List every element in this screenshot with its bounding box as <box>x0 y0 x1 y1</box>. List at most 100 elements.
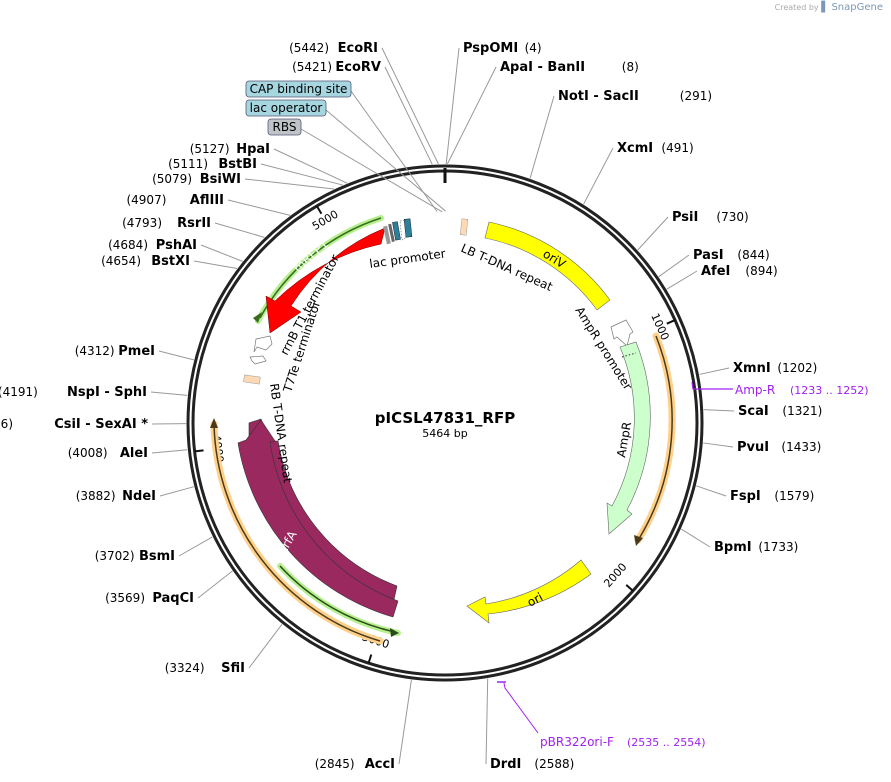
site-leader-line <box>260 163 343 186</box>
site-nspi[interactable]: NspI - SphI (4191) <box>0 385 188 400</box>
site-name: AfeI <box>701 264 730 279</box>
site-name: BstXI <box>151 254 190 269</box>
site-leader-line <box>529 95 555 179</box>
site-leader-line <box>159 486 195 497</box>
boxed-label-cap-binding-site[interactable]: CAP binding site <box>245 80 438 212</box>
rb-tdna-repeat-block[interactable] <box>243 374 261 385</box>
rrnb-terminator-block[interactable] <box>253 335 273 353</box>
site-psii[interactable]: PsiI (730) <box>637 210 749 251</box>
site-position: (3702) <box>95 549 135 563</box>
site-leader-line <box>583 147 614 205</box>
lac-promoter-block[interactable] <box>403 218 413 238</box>
site-position: (4793) <box>122 216 162 230</box>
site-position: (1321) <box>782 404 822 418</box>
site-bsiwi[interactable]: BsiWI (5079) <box>152 172 335 190</box>
site-apai[interactable]: ApaI - BanII (8) <box>446 60 639 165</box>
site-leader-line <box>227 199 291 216</box>
site-drdi[interactable]: DrdI (2588) <box>485 678 574 772</box>
site-sfii[interactable]: SfiI (3324) <box>165 623 283 676</box>
feature-ori[interactable] <box>466 559 592 624</box>
site-acci[interactable]: AccI (2845) <box>315 679 412 772</box>
site-position: (4008) <box>68 446 108 460</box>
site-bstxi[interactable]: BstXI (4654) <box>101 254 238 269</box>
site-pspomi[interactable]: PspOMI (4) <box>445 41 542 165</box>
primer-ampr-name: Amp-R <box>735 383 775 397</box>
site-leader-line <box>384 66 433 165</box>
boxed-label-bg <box>245 99 327 117</box>
site-leader-line <box>666 270 698 290</box>
site-name: PsiI <box>672 210 698 225</box>
site-rsrii[interactable]: RsrII (4793) <box>122 216 265 238</box>
site-afliii[interactable]: AflIII (4907) <box>126 193 291 216</box>
site-pshai[interactable]: PshAI (4684) <box>108 238 243 262</box>
cap-binding-block <box>392 221 401 241</box>
scale-tick <box>315 205 323 215</box>
site-name: DrdI <box>490 757 521 772</box>
scale-tick <box>194 449 204 453</box>
site-leader-line <box>214 222 265 238</box>
site-scai[interactable]: ScaI (1321) <box>703 404 823 419</box>
t7te-terminator-block[interactable] <box>249 355 267 365</box>
site-afei[interactable]: AfeI (894) <box>666 264 778 290</box>
feature-trfa-body[interactable] <box>237 419 399 618</box>
site-bstbi[interactable]: BstBI (5111) <box>168 157 343 186</box>
site-position: (4) <box>525 41 542 55</box>
rbs-block <box>383 225 391 245</box>
site-bsmi[interactable]: BsmI (3702) <box>95 536 213 564</box>
site-leader-line <box>445 47 460 165</box>
site-paqci[interactable]: PaqCI (3569) <box>105 570 233 606</box>
site-hpai[interactable]: HpaI (5127) <box>190 142 348 184</box>
site-csii[interactable]: CsiI - SexAI * (4096) <box>0 417 187 432</box>
snapgene-logo-icon: ▌ <box>821 2 829 13</box>
site-position: (1202) <box>777 361 817 375</box>
site-name: CsiI - SexAI * <box>54 417 148 432</box>
site-leader-line <box>398 679 412 765</box>
ampr-promoter-block[interactable] <box>610 319 634 347</box>
site-name: PmeI <box>118 344 155 359</box>
trfa-orf-arrowhead <box>390 628 399 637</box>
feature-mrfp1[interactable] <box>265 227 386 334</box>
site-leader-line <box>158 350 194 361</box>
boxed-label-rbs[interactable]: RBS <box>267 118 443 213</box>
site-position: (2588) <box>534 757 574 771</box>
site-xcmi[interactable]: XcmI (491) <box>583 141 694 205</box>
credit-prefix: Created by <box>774 3 819 12</box>
site-pvui[interactable]: PvuI (1433) <box>703 440 821 455</box>
site-name: NspI - SphI <box>67 385 147 400</box>
site-position: (8) <box>622 60 639 74</box>
site-ecori[interactable]: EcoRI (5442) <box>289 41 439 165</box>
site-pasi[interactable]: PasI (844) <box>658 248 770 278</box>
site-position: (5442) <box>289 41 329 55</box>
site-position: (730) <box>716 210 748 224</box>
site-ndei[interactable]: NdeI (3882) <box>76 486 195 504</box>
boxed-label-lac-operator[interactable]: lac operator <box>245 99 446 212</box>
feature-ampr[interactable] <box>606 341 651 535</box>
scale-tick <box>367 654 373 664</box>
left-orf-line <box>213 423 381 642</box>
site-name: ApaI - BanII <box>500 60 585 75</box>
site-leader-line <box>248 623 283 669</box>
primer-ampr-range: (1233 .. 1252) <box>790 384 869 397</box>
lb-tdna-repeat-block[interactable] <box>459 218 469 236</box>
site-noti[interactable]: NotI - SacII (291) <box>529 89 712 179</box>
site-ecorv[interactable]: EcoRV(5421) <box>292 60 433 165</box>
site-pmei[interactable]: PmeI(4312) <box>75 344 194 361</box>
trfa-orf-line <box>279 565 396 633</box>
site-name: XmnI <box>733 361 771 376</box>
site-bpmi[interactable]: BpmI (1733) <box>681 528 798 555</box>
site-name: NdeI <box>122 489 156 504</box>
site-leader-line <box>197 570 233 599</box>
site-leader-line <box>658 254 690 278</box>
site-xmni[interactable]: XmnI (1202) <box>699 361 817 376</box>
site-alei[interactable]: AleI (4008) <box>68 446 188 461</box>
site-position: (3569) <box>105 591 145 605</box>
site-name: SfiI <box>221 661 245 676</box>
site-position: (3882) <box>76 489 116 503</box>
feature-oriv[interactable] <box>484 221 611 311</box>
site-position: (5421) <box>292 60 332 74</box>
site-name: PaqCI <box>152 591 194 606</box>
site-fspi[interactable]: FspI (1579) <box>696 485 814 504</box>
site-name: HpaI <box>236 142 270 157</box>
site-position: (291) <box>680 89 712 103</box>
site-position: (1579) <box>774 489 814 503</box>
